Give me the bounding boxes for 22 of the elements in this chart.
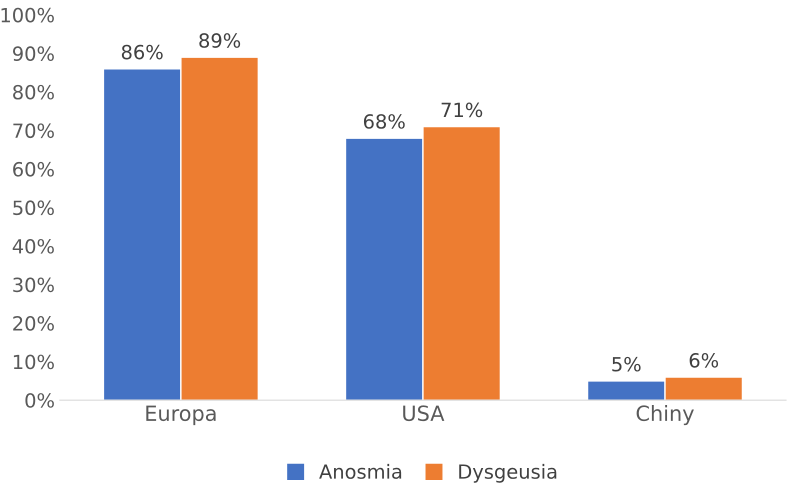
data-label: 89% [199,33,240,48]
y-tick-label: 80% [13,84,54,100]
legend-label: Dysgeusia [459,464,556,483]
y-tick-label: 100% [2,8,54,22]
y-tick-label: 60% [13,162,54,177]
y-tick-label: 50% [13,200,54,216]
y-tick-label: 40% [12,238,54,254]
x-tick-label: Chiny [636,405,694,426]
data-label: 5% [612,356,641,372]
x-tick-label: USA [403,405,444,422]
y-tick-label: 10% [14,354,54,370]
y-tick-label: 70% [13,123,54,138]
data-label: 68% [364,114,405,129]
legend-label: Anosmia [319,464,402,479]
data-label: 71% [442,102,482,118]
y-tick-label: 90% [12,46,54,62]
data-label: 6% [690,352,718,368]
x-tick-label: Europa [146,406,216,426]
y-tick-label: 30% [13,278,54,292]
data-label: 86% [122,44,163,60]
y-tick-label: 20% [13,316,54,331]
y-tick-label: 0% [25,393,54,408]
